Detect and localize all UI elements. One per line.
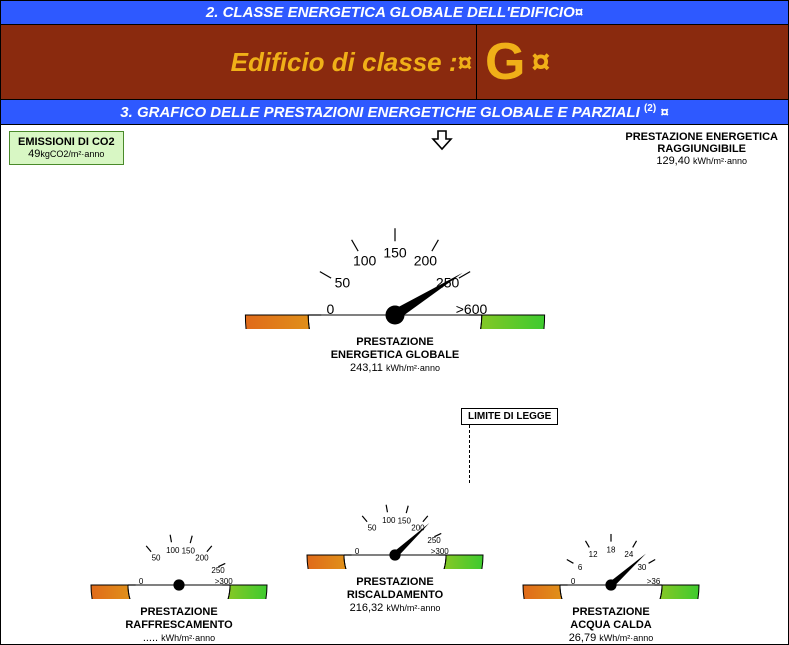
svg-text:150: 150 [398, 516, 412, 525]
building-class-label: Edificio di classe :¤ [231, 47, 476, 78]
section3-title: 3. GRAFICO DELLE PRESTAZIONI ENERGETICHE… [0, 99, 789, 125]
svg-text:18: 18 [607, 545, 616, 554]
svg-text:0: 0 [139, 577, 144, 586]
svg-text:250: 250 [211, 566, 225, 575]
svg-text:100: 100 [382, 516, 396, 525]
svg-text:30: 30 [637, 563, 646, 572]
reachable-box: PRESTAZIONE ENERGETICA RAGGIUNGIBILE 129… [625, 131, 778, 167]
gauge-acqua: >3630 24 18 12 60 PRESTAZIONEACQUA CALDA26,79… [511, 485, 711, 644]
svg-text:>300: >300 [215, 577, 234, 586]
svg-text:>600: >600 [456, 301, 488, 317]
co2-title: EMISSIONI DI CO2 [18, 136, 115, 148]
svg-text:50: 50 [368, 524, 377, 533]
law-limit-label: LIMITE DI LEGGE [461, 408, 558, 425]
svg-text:0: 0 [326, 301, 334, 317]
gauges-area: EMISSIONI DI CO2 49kgCO2/m²·anno PRESTAZ… [0, 125, 789, 645]
svg-text:100: 100 [353, 252, 377, 268]
section3-title-post: ¤ [660, 104, 668, 121]
svg-text:12: 12 [589, 550, 598, 559]
gauge-title: PRESTAZIONEACQUA CALDA [511, 606, 711, 631]
gauge-title: PRESTAZIONERAFFRESCAMENTO [79, 606, 279, 631]
co2-box: EMISSIONI DI CO2 49kgCO2/m²·anno [9, 131, 124, 165]
svg-text:200: 200 [414, 252, 438, 268]
section3-title-text: 3. GRAFICO DELLE PRESTAZIONI ENERGETICHE… [120, 104, 644, 121]
building-class-symbol: ¤ [525, 43, 550, 82]
svg-text:100: 100 [166, 546, 180, 555]
building-class-row: Edificio di classe :¤ G ¤ [0, 25, 789, 99]
gauge-global: >600250200150100500PRESTAZIONEENERGETICA… [225, 145, 565, 374]
section2-title: 2. CLASSE ENERGETICA GLOBALE DELL'EDIFIC… [0, 0, 789, 25]
svg-text:150: 150 [383, 244, 407, 260]
svg-text:>36: >36 [647, 577, 661, 586]
svg-text:150: 150 [182, 546, 196, 555]
svg-text:6: 6 [578, 563, 583, 572]
gauge-value: ..... kWh/m²·anno [79, 632, 279, 644]
gauge-title: PRESTAZIONEENERGETICA GLOBALE [225, 336, 565, 361]
gauge-title: PRESTAZIONERISCALDAMENTO [295, 576, 495, 601]
svg-text:50: 50 [335, 275, 351, 291]
svg-text:0: 0 [571, 577, 576, 586]
svg-text:0: 0 [355, 547, 360, 556]
svg-text:250: 250 [427, 536, 441, 545]
gauge-value: 243,11 kWh/m²·anno [225, 362, 565, 374]
reachable-value: 129,40 kWh/m²·anno [625, 155, 778, 167]
reachable-title-1: PRESTAZIONE ENERGETICA [625, 131, 778, 143]
gauge-value: 26,79 kWh/m²·anno [511, 632, 711, 644]
gauge-riscaldamento: >300250200150100500PRESTAZIONERISCALDAME… [295, 455, 495, 614]
co2-value: 49kgCO2/m²·anno [18, 148, 115, 160]
svg-text:>300: >300 [431, 547, 450, 556]
svg-text:24: 24 [624, 550, 633, 559]
gauge-value: 216,32 kWh/m²·anno [295, 602, 495, 614]
building-class-letter: G [485, 36, 525, 88]
building-class-cell: G ¤ [476, 25, 558, 99]
section3-title-sup: (2) [644, 103, 656, 114]
svg-text:50: 50 [152, 554, 161, 563]
gauge-raffrescamento: >300 250200150100 50 0 PRESTAZIONERAFFRESCAM… [79, 485, 279, 644]
reachable-title-2: RAGGIUNGIBILE [625, 143, 778, 155]
svg-text:200: 200 [195, 554, 209, 563]
